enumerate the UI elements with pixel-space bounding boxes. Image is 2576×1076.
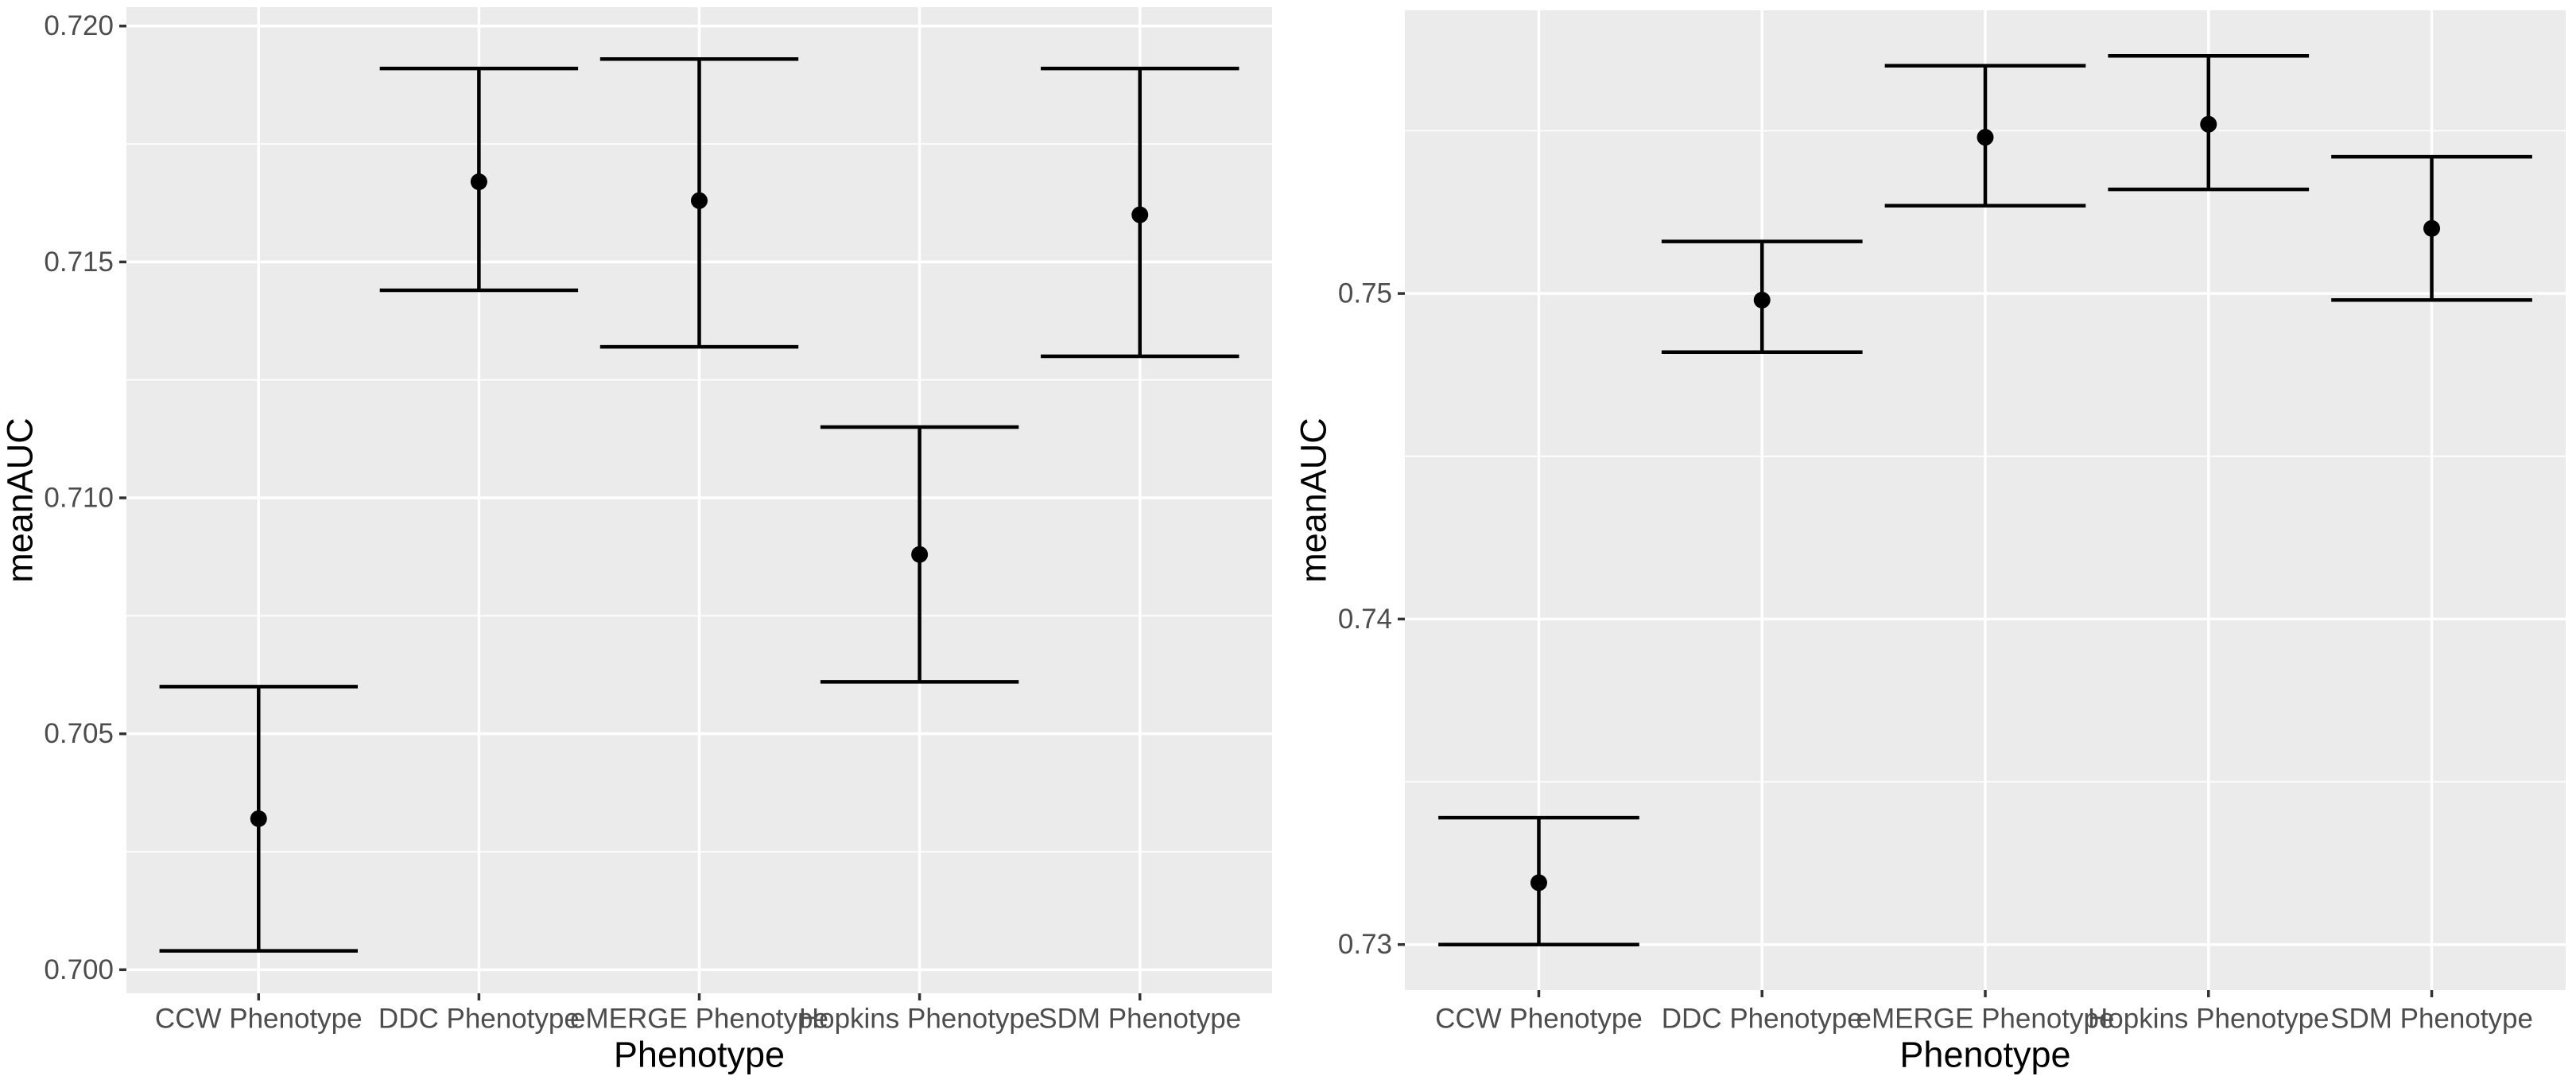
mean-point [1131,206,1149,223]
errorbar-ddc [379,66,579,293]
mean-point [1977,129,1994,146]
mean-point [911,546,929,563]
x-axis-title: Phenotype [1899,1035,2070,1075]
x-tick-label: DDC Phenotype [1662,1004,1863,1035]
chart-right-meanauc-by-phenotype: 0.73 0.74 0.75 CCW Phenotype DDC Phenotype eM… [1288,0,2576,1076]
y-tick-label: 0.700 [44,954,114,985]
mean-point [250,810,267,827]
mean-point [2423,219,2441,237]
plot-svg: 0.700 0.705 0.710 0.715 0.720 CCW Phenotype DD… [0,7,1272,1075]
x-tick-label: CCW Phenotype [155,1004,363,1035]
y-tick-label: 0.705 [44,718,114,749]
y-tick-label: 0.715 [44,247,114,278]
mean-point [691,192,708,209]
y-tick-label: 0.74 [1338,604,1392,635]
errorbar-sdm [1041,66,1240,359]
x-axis-title: Phenotype [614,1035,785,1075]
x-tick-label: SDM Phenotype [1038,1004,1241,1035]
chart-left-meanauc-by-phenotype: 0.700 0.705 0.710 0.715 0.720 CCW Phenotype DD… [0,7,1272,1075]
x-tick-label: Hopkins Phenotype [2088,1004,2330,1035]
mean-point [1753,291,1771,309]
errorbar-ccw [159,685,358,953]
y-tick-label: 0.73 [1338,929,1392,960]
errorbar-hopkins [820,425,1019,684]
errorbar-ccw [1438,815,1639,946]
x-tick-label: SDM Phenotype [2330,1004,2533,1035]
x-tick-label: CCW Phenotype [1435,1004,1643,1035]
y-axis-title: meanAUC [0,418,41,583]
mean-point [1530,874,1547,891]
errorbar-sdm [2331,154,2532,302]
x-tick-label: Hopkins Phenotype [799,1004,1041,1035]
x-tick-label: eMERGE Phenotype [570,1004,828,1035]
errorbar-hopkins [2108,54,2310,192]
errorbar-ddc [1661,239,1863,355]
x-tick-label: DDC Phenotype [378,1004,580,1035]
plot-svg: 0.73 0.74 0.75 CCW Phenotype DDC PhenotypeeM… [1294,10,2566,1075]
mean-point [2200,115,2217,133]
y-tick-label: 0.720 [44,10,114,41]
y-axis-title: meanAUC [1294,418,1334,583]
errorbar-emerge [1884,64,2086,208]
mean-point [470,173,487,191]
y-tick-label: 0.75 [1338,278,1392,309]
x-tick-label: eMERGE Phenotype [1856,1004,2115,1035]
y-tick-label: 0.710 [44,483,114,514]
errorbar-emerge [599,57,799,349]
